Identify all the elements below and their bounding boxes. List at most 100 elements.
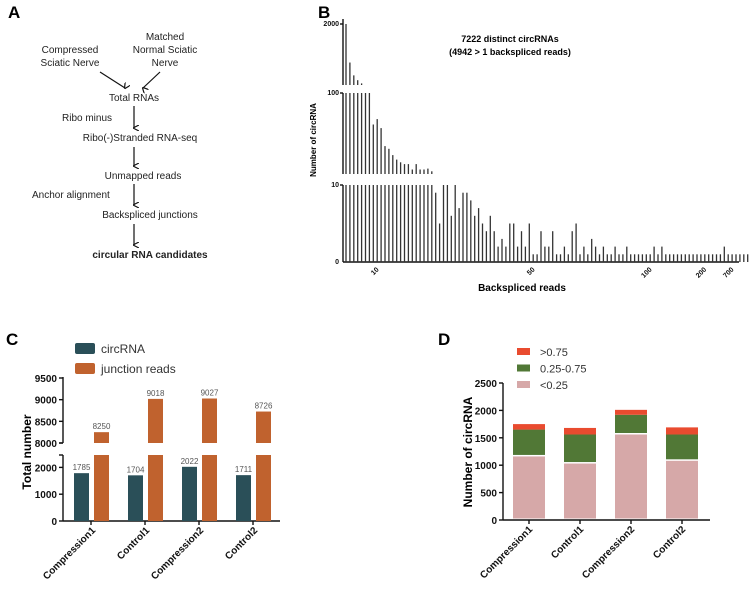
x-tick-label: Compression1 [478,524,535,581]
x-tick-label: Control1 [115,525,152,562]
stacked-bar-segment [513,424,545,430]
legend-label: >0.75 [540,347,568,359]
data-label: 1711 [235,465,253,474]
chart-b-ylabel: Number of circRNA [309,103,318,177]
bar-junction-reads-lower [148,455,163,521]
chart-b-subtitle: (4942 > 1 backspliced reads) [449,47,571,57]
legend-label: 0.25-0.75 [540,364,586,376]
y-tick-label: 2000 [475,406,498,417]
stacked-bar-segment [564,427,596,435]
bar-junction-reads-lower [256,455,271,521]
x-tick-label: 700 [722,266,735,279]
stacked-bar-segment [513,456,545,519]
y-tick-label: 1000 [475,461,498,472]
step-circular-rna-candidates: circular RNA candidates [92,250,208,261]
panel-c-letter: C [6,330,18,349]
x-tick-label: Control1 [549,524,586,561]
data-label: 1704 [127,465,145,474]
x-tick-label: 100 [640,266,653,279]
y-tick-label: 8500 [35,417,58,428]
legend-swatch-1 [517,364,530,372]
arrow-left-merge [99,71,125,88]
y-tick-label: 2000 [35,463,58,474]
step-rna-seq: Ribo(-)Stranded RNA-seq [83,133,198,144]
bar-junction-reads-upper [256,411,271,443]
stacked-bar-segment [615,414,647,434]
y-tick-label: 10 [331,182,339,189]
y-tick-label: 2500 [475,379,498,390]
bar-circRNA [182,466,197,521]
legend-label: <0.25 [540,380,568,392]
data-label: 8250 [93,422,111,431]
bar-circRNA [74,473,89,521]
stacked-bar-segment [666,434,698,460]
panel-d-letter: D [438,330,450,349]
y-tick-label: 0 [51,517,57,528]
source-compressed-line2: Sciatic Nerve [41,58,100,69]
panel-c-bar-chart: C Total number 0 1000 2000 8000 8500 9000 9500… [6,330,280,582]
stacked-bar-segment [666,460,698,519]
source-normal-line2: Normal Sciatic [133,45,197,56]
side-anchor-alignment: Anchor alignment [32,190,110,201]
panel-a-letter: A [8,3,20,22]
bar-circRNA [236,475,251,521]
chart-c-ylabel: Total number [20,414,34,489]
bar-junction-reads-lower [94,455,109,521]
bar-circRNA [128,475,143,521]
x-tick-label: Compression1 [41,525,98,582]
data-label: 1785 [73,463,91,472]
data-label: 9018 [147,389,165,398]
arrow-right-merge [143,71,161,88]
y-tick-label: 0 [335,259,339,266]
x-tick-label: Control2 [223,525,260,562]
step-unmapped-reads: Unmapped reads [105,171,182,182]
data-label: 8726 [255,402,273,411]
stacked-bar-segment [615,409,647,415]
legend-swatch-2 [517,348,530,355]
legend-label: circRNA [101,342,145,356]
data-label: 2022 [181,457,199,466]
y-tick-label: 9500 [35,374,58,385]
y-tick-label: 2000 [323,21,339,28]
legend-swatch-0 [75,343,95,354]
bar-junction-reads-lower [202,455,217,521]
x-tick-label: 10 [370,266,381,277]
chart-b-title: 7222 distinct circRNAs [461,34,559,44]
legend-swatch-1 [75,363,95,374]
bar-junction-reads-upper [148,398,163,443]
stacked-bar-segment [666,427,698,435]
stacked-bar-segment [564,463,596,519]
x-tick-label: 200 [695,266,708,279]
panel-d-stacked-bar-chart: D Number of circRNA 0 500 1000 1500 2000 2500… [438,330,710,581]
side-ribo-minus: Ribo minus [62,113,112,124]
y-tick-label: 100 [327,90,339,97]
panel-b-histogram: B 7222 distinct circRNAs (4942 > 1 backs… [309,3,749,294]
data-label: 9027 [201,388,219,397]
panel-a-flowchart: A Compressed Sciatic Nerve Matched Norma… [8,3,208,261]
source-normal-line3: Nerve [152,58,179,69]
x-tick-label: Compression2 [580,524,637,581]
stacked-bar-segment [564,434,596,463]
legend-swatch-0 [517,381,530,388]
panel-b-letter: B [318,3,330,22]
bar-junction-reads-upper [202,398,217,443]
source-normal-line1: Matched [146,32,184,43]
step-total-rnas: Total RNAs [109,93,159,104]
y-tick-label: 1500 [475,434,498,445]
y-tick-label: 1000 [35,490,58,501]
stacked-bar-segment [513,429,545,455]
bar-junction-reads-upper [94,432,109,443]
stacked-bar-segment [615,434,647,519]
y-tick-label: 500 [480,489,497,500]
step-backspliced-junctions: Backspliced junctions [102,210,198,221]
chart-b-xlabel: Backspliced reads [478,283,566,294]
chart-d-ylabel: Number of circRNA [461,396,475,507]
y-tick-label: 9000 [35,396,58,407]
y-tick-label: 0 [491,516,497,527]
x-tick-label: 50 [526,266,537,277]
y-tick-label: 8000 [35,439,58,450]
x-tick-label: Compression2 [149,525,206,582]
source-compressed-line1: Compressed [42,45,99,56]
legend-label: junction reads [100,362,176,376]
